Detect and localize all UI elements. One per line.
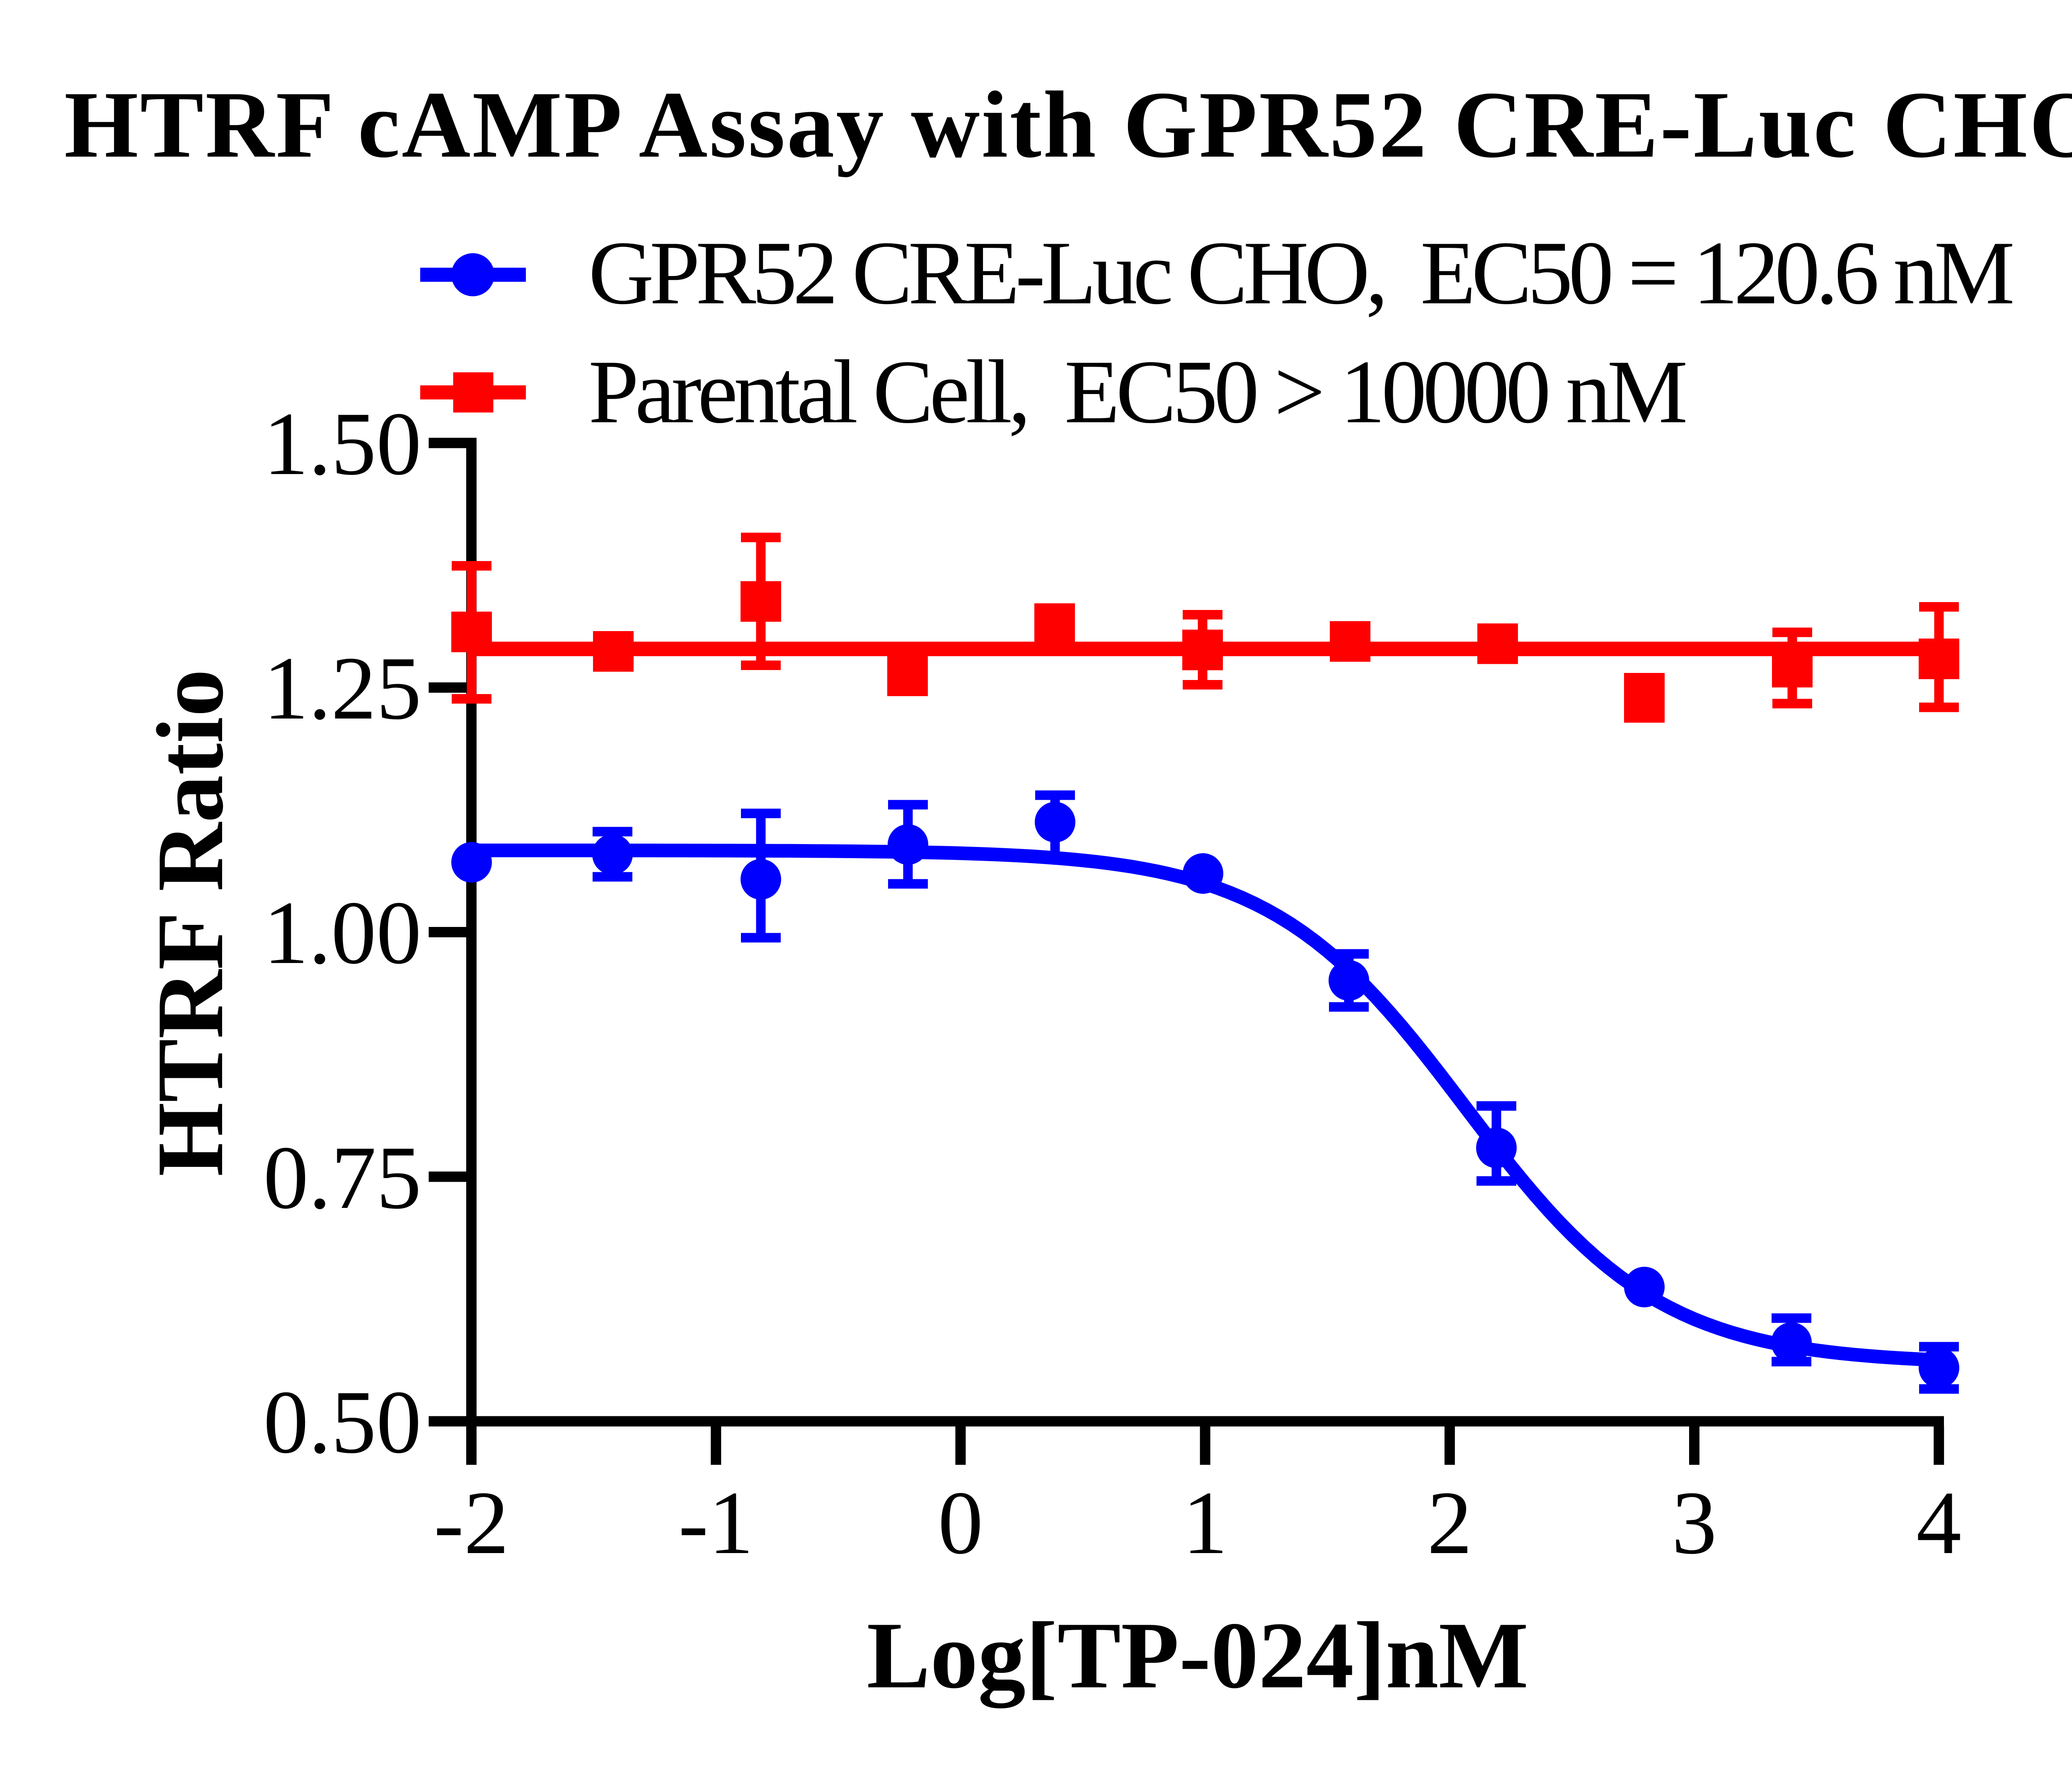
svg-text:HTRF Ratio: HTRF Ratio: [137, 669, 243, 1176]
svg-text:-2: -2: [434, 1473, 509, 1573]
svg-text:GPR52 CRE-Luc CHO, EC50 = 120: GPR52 CRE-Luc CHO, EC50 = 120.6 nM: [588, 223, 2015, 323]
svg-text:1.25: 1.25: [264, 639, 422, 738]
svg-text:1.50: 1.50: [264, 394, 422, 494]
svg-text:1: 1: [1183, 1473, 1228, 1573]
svg-text:0: 0: [938, 1473, 983, 1573]
svg-text:Parental Cell, EC50 > 10000 n: Parental Cell, EC50 > 10000 nM: [588, 342, 1688, 442]
svg-text:3: 3: [1672, 1473, 1717, 1573]
svg-text:0.75: 0.75: [264, 1128, 422, 1228]
svg-text:0.50: 0.50: [264, 1372, 422, 1472]
svg-text:-1: -1: [678, 1473, 754, 1573]
svg-text:Log[TP-024]nM: Log[TP-024]nM: [867, 1602, 1528, 1708]
svg-text:1.00: 1.00: [264, 883, 422, 983]
svg-text:HTRF cAMP Assay with GPR52 CRE: HTRF cAMP Assay with GPR52 CRE-Luc CHO(C…: [64, 72, 2072, 177]
svg-text:2: 2: [1427, 1473, 1472, 1573]
svg-text:4: 4: [1916, 1473, 1961, 1573]
